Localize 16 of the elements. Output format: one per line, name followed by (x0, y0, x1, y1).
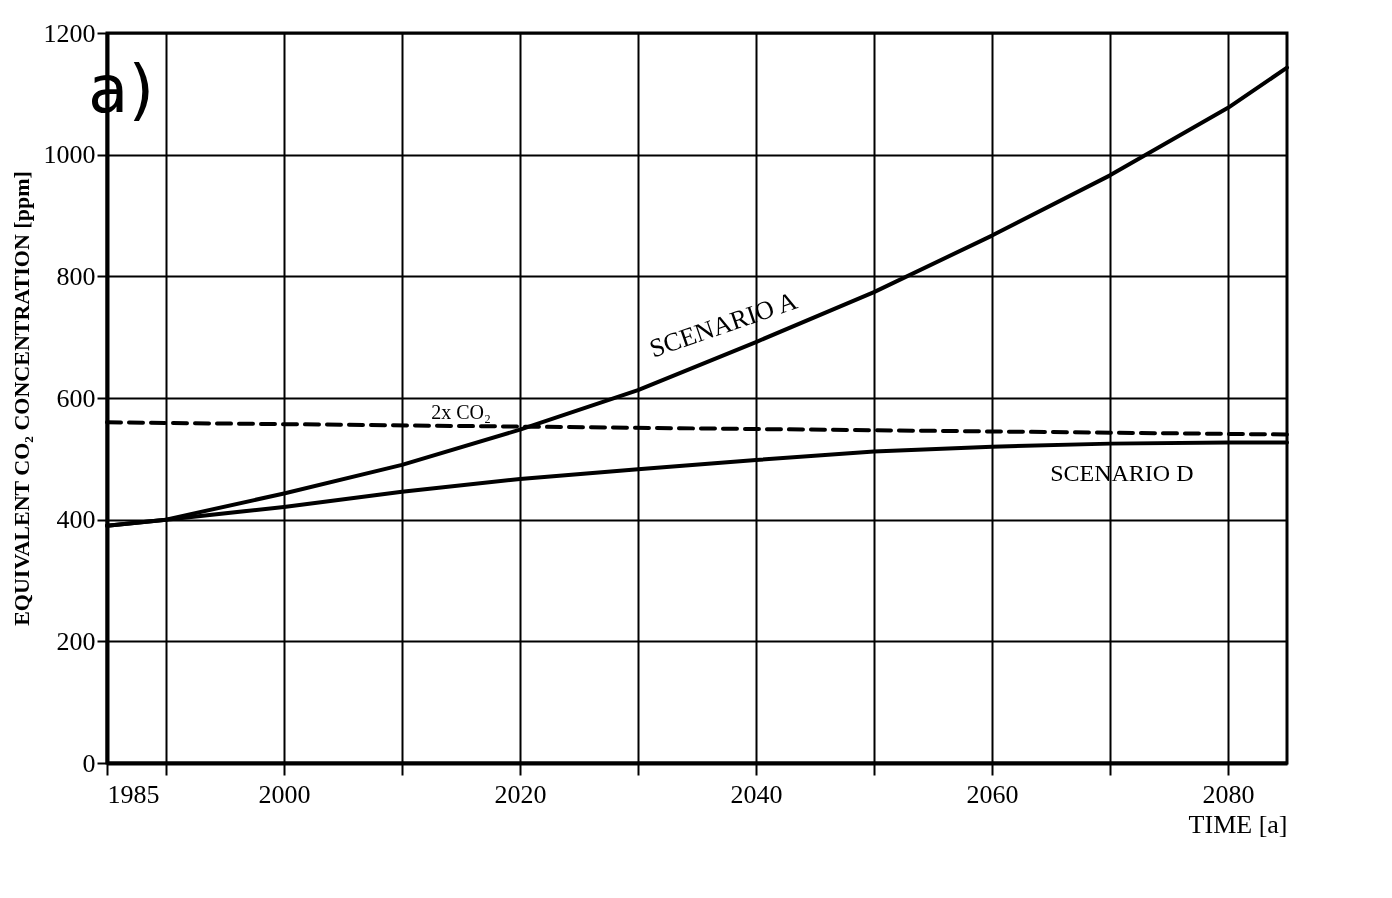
y-tick-label: 1200 (43, 18, 96, 48)
x-tick-label: 2080 (1202, 779, 1255, 809)
x-tick-label: 2060 (966, 779, 1019, 809)
y-tick-label: 400 (56, 505, 96, 535)
y-axis-title: EQUIVALENT CO₂ CONCENTRATION [ppm] (8, 171, 34, 626)
y-tick-label: 1000 (43, 140, 96, 170)
y-tick-label: 0 (82, 748, 96, 778)
x-tick-label: 2020 (494, 779, 547, 809)
y-tick-label: 600 (56, 383, 96, 413)
x-axis-title: TIME [a] (1188, 809, 1288, 839)
x-tick-label: 2000 (258, 779, 311, 809)
x-tick-label: 2040 (730, 779, 783, 809)
y-tick-label: 800 (56, 261, 96, 291)
series-label: 2x CO₂ (431, 400, 491, 423)
x-tick-label: 1985 (107, 779, 160, 809)
y-tick-label: 200 (56, 626, 96, 656)
